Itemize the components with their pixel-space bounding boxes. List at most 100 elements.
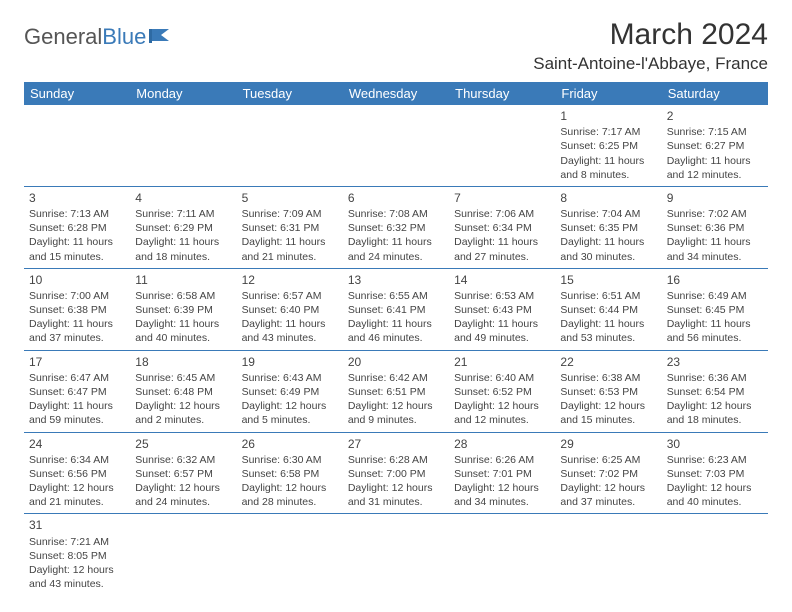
daylight-text: Daylight: 11 hours [135, 317, 231, 331]
calendar-day-cell: 26Sunrise: 6:30 AMSunset: 6:58 PMDayligh… [237, 432, 343, 514]
daylight-text: and 43 minutes. [242, 331, 338, 345]
daylight-text: and 43 minutes. [29, 577, 125, 591]
daylight-text: Daylight: 12 hours [242, 481, 338, 495]
sunset-text: Sunset: 7:02 PM [560, 467, 656, 481]
calendar-day-cell: 1Sunrise: 7:17 AMSunset: 6:25 PMDaylight… [555, 105, 661, 186]
daylight-text: and 9 minutes. [348, 413, 444, 427]
sunset-text: Sunset: 6:45 PM [667, 303, 763, 317]
daylight-text: and 49 minutes. [454, 331, 550, 345]
day-number: 7 [454, 190, 550, 206]
day-number: 28 [454, 436, 550, 452]
daylight-text: Daylight: 12 hours [242, 399, 338, 413]
day-number: 30 [667, 436, 763, 452]
sunset-text: Sunset: 6:58 PM [242, 467, 338, 481]
daylight-text: and 12 minutes. [454, 413, 550, 427]
calendar-day-cell: 3Sunrise: 7:13 AMSunset: 6:28 PMDaylight… [24, 186, 130, 268]
calendar-day-cell: 27Sunrise: 6:28 AMSunset: 7:00 PMDayligh… [343, 432, 449, 514]
day-header: Wednesday [343, 82, 449, 105]
sunrise-text: Sunrise: 6:25 AM [560, 453, 656, 467]
daylight-text: Daylight: 11 hours [560, 235, 656, 249]
daylight-text: and 34 minutes. [667, 250, 763, 264]
calendar-table: SundayMondayTuesdayWednesdayThursdayFrid… [24, 82, 768, 595]
day-number: 19 [242, 354, 338, 370]
day-number: 21 [454, 354, 550, 370]
calendar-day-cell: 31Sunrise: 7:21 AMSunset: 8:05 PMDayligh… [24, 514, 130, 595]
daylight-text: and 12 minutes. [667, 168, 763, 182]
daylight-text: and 30 minutes. [560, 250, 656, 264]
calendar-empty-cell [24, 105, 130, 186]
daylight-text: Daylight: 11 hours [242, 317, 338, 331]
daylight-text: Daylight: 12 hours [667, 399, 763, 413]
daylight-text: Daylight: 12 hours [454, 481, 550, 495]
sunset-text: Sunset: 6:56 PM [29, 467, 125, 481]
day-number: 3 [29, 190, 125, 206]
sunrise-text: Sunrise: 7:13 AM [29, 207, 125, 221]
sunset-text: Sunset: 8:05 PM [29, 549, 125, 563]
sunrise-text: Sunrise: 7:15 AM [667, 125, 763, 139]
calendar-day-cell: 28Sunrise: 6:26 AMSunset: 7:01 PMDayligh… [449, 432, 555, 514]
day-number: 16 [667, 272, 763, 288]
sunrise-text: Sunrise: 6:32 AM [135, 453, 231, 467]
sunrise-text: Sunrise: 6:30 AM [242, 453, 338, 467]
calendar-day-cell: 14Sunrise: 6:53 AMSunset: 6:43 PMDayligh… [449, 268, 555, 350]
daylight-text: Daylight: 12 hours [135, 399, 231, 413]
calendar-empty-cell [662, 514, 768, 595]
sunset-text: Sunset: 6:49 PM [242, 385, 338, 399]
sunset-text: Sunset: 6:27 PM [667, 139, 763, 153]
sunrise-text: Sunrise: 7:08 AM [348, 207, 444, 221]
sunrise-text: Sunrise: 7:17 AM [560, 125, 656, 139]
calendar-day-cell: 13Sunrise: 6:55 AMSunset: 6:41 PMDayligh… [343, 268, 449, 350]
sunset-text: Sunset: 6:36 PM [667, 221, 763, 235]
calendar-empty-cell [449, 514, 555, 595]
calendar-day-cell: 5Sunrise: 7:09 AMSunset: 6:31 PMDaylight… [237, 186, 343, 268]
calendar-header-row: SundayMondayTuesdayWednesdayThursdayFrid… [24, 82, 768, 105]
daylight-text: Daylight: 11 hours [348, 235, 444, 249]
day-number: 23 [667, 354, 763, 370]
sunrise-text: Sunrise: 6:55 AM [348, 289, 444, 303]
sunrise-text: Sunrise: 6:57 AM [242, 289, 338, 303]
sunrise-text: Sunrise: 6:40 AM [454, 371, 550, 385]
daylight-text: Daylight: 12 hours [135, 481, 231, 495]
calendar-week-row: 3Sunrise: 7:13 AMSunset: 6:28 PM Daylight… [24, 186, 768, 268]
daylight-text: and 46 minutes. [348, 331, 444, 345]
day-number: 4 [135, 190, 231, 206]
daylight-text: and 31 minutes. [348, 495, 444, 509]
daylight-text: Daylight: 11 hours [29, 399, 125, 413]
day-number: 5 [242, 190, 338, 206]
sunrise-text: Sunrise: 6:28 AM [348, 453, 444, 467]
daylight-text: Daylight: 11 hours [348, 317, 444, 331]
daylight-text: Daylight: 12 hours [348, 481, 444, 495]
daylight-text: and 34 minutes. [454, 495, 550, 509]
calendar-day-cell: 6Sunrise: 7:08 AMSunset: 6:32 PMDaylight… [343, 186, 449, 268]
sunrise-text: Sunrise: 7:21 AM [29, 535, 125, 549]
day-number: 17 [29, 354, 125, 370]
daylight-text: Daylight: 12 hours [667, 481, 763, 495]
sunset-text: Sunset: 6:28 PM [29, 221, 125, 235]
calendar-week-row: 1Sunrise: 7:17 AMSunset: 6:25 PMDaylight… [24, 105, 768, 186]
sunset-text: Sunset: 7:03 PM [667, 467, 763, 481]
day-number: 15 [560, 272, 656, 288]
calendar-empty-cell [237, 105, 343, 186]
sunrise-text: Sunrise: 6:23 AM [667, 453, 763, 467]
calendar-day-cell: 8Sunrise: 7:04 AMSunset: 6:35 PMDaylight… [555, 186, 661, 268]
day-number: 8 [560, 190, 656, 206]
daylight-text: Daylight: 11 hours [135, 235, 231, 249]
daylight-text: and 21 minutes. [242, 250, 338, 264]
sunrise-text: Sunrise: 6:51 AM [560, 289, 656, 303]
calendar-day-cell: 2Sunrise: 7:15 AMSunset: 6:27 PMDaylight… [662, 105, 768, 186]
daylight-text: and 37 minutes. [29, 331, 125, 345]
sunrise-text: Sunrise: 6:53 AM [454, 289, 550, 303]
calendar-empty-cell [343, 105, 449, 186]
daylight-text: and 8 minutes. [560, 168, 656, 182]
daylight-text: Daylight: 11 hours [667, 154, 763, 168]
calendar-day-cell: 22Sunrise: 6:38 AMSunset: 6:53 PMDayligh… [555, 350, 661, 432]
daylight-text: and 5 minutes. [242, 413, 338, 427]
day-number: 18 [135, 354, 231, 370]
day-number: 24 [29, 436, 125, 452]
sunrise-text: Sunrise: 7:00 AM [29, 289, 125, 303]
sunrise-text: Sunrise: 7:02 AM [667, 207, 763, 221]
daylight-text: Daylight: 11 hours [454, 317, 550, 331]
calendar-week-row: 24Sunrise: 6:34 AMSunset: 6:56 PMDayligh… [24, 432, 768, 514]
daylight-text: and 27 minutes. [454, 250, 550, 264]
calendar-week-row: 31Sunrise: 7:21 AMSunset: 8:05 PMDayligh… [24, 514, 768, 595]
